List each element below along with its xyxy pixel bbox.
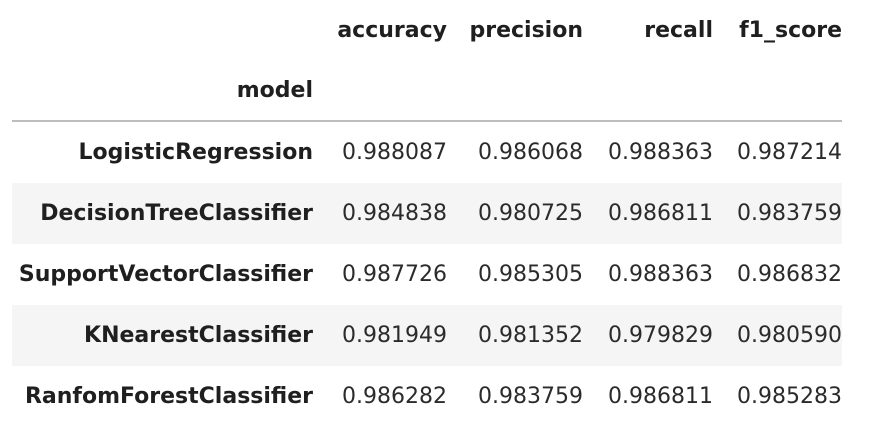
table-row: SupportVectorClassifier 0.987726 0.98530… [12, 244, 842, 305]
empty-header-cell [447, 60, 583, 121]
cell-recall: 0.986811 [608, 384, 713, 409]
metrics-table: accuracy precision recall f1_score model… [12, 0, 842, 427]
cell-recall: 0.979829 [608, 323, 713, 348]
row-label: LogisticRegression [78, 140, 313, 165]
row-label: SupportVectorClassifier [18, 262, 313, 287]
index-name-label: model [236, 77, 313, 103]
column-header-precision: precision [469, 17, 583, 43]
empty-header-cell [313, 60, 447, 121]
table-body: LogisticRegression 0.988087 0.986068 0.9… [12, 121, 842, 427]
cell-f1-score: 0.987214 [737, 140, 842, 165]
cell-f1-score: 0.986832 [737, 262, 842, 287]
table-row: RanfomForestClassifier 0.986282 0.983759… [12, 366, 842, 427]
cell-accuracy: 0.988087 [342, 140, 447, 165]
column-header-recall: recall [644, 17, 713, 43]
cell-f1-score: 0.980590 [737, 323, 842, 348]
cell-accuracy: 0.987726 [342, 262, 447, 287]
cell-precision: 0.986068 [478, 140, 583, 165]
table-header: accuracy precision recall f1_score model [12, 0, 842, 121]
table-row: KNearestClassifier 0.981949 0.981352 0.9… [12, 305, 842, 366]
cell-precision: 0.983759 [478, 384, 583, 409]
cell-precision: 0.980725 [478, 201, 583, 226]
index-name-row: model [12, 60, 842, 121]
cell-precision: 0.985305 [478, 262, 583, 287]
empty-header-cell [713, 60, 842, 121]
row-label: RanfomForestClassifier [24, 384, 313, 409]
column-header-accuracy: accuracy [337, 17, 447, 43]
cell-recall: 0.988363 [608, 140, 713, 165]
table-row: LogisticRegression 0.988087 0.986068 0.9… [12, 121, 842, 183]
empty-header-cell [583, 60, 713, 121]
cell-precision: 0.981352 [478, 323, 583, 348]
cell-f1-score: 0.983759 [737, 201, 842, 226]
cell-recall: 0.986811 [608, 201, 713, 226]
cell-accuracy: 0.981949 [342, 323, 447, 348]
cell-accuracy: 0.986282 [342, 384, 447, 409]
cell-f1-score: 0.985283 [737, 384, 842, 409]
row-label: KNearestClassifier [84, 323, 313, 348]
corner-cell [12, 0, 313, 60]
column-header-row: accuracy precision recall f1_score [12, 0, 842, 60]
row-label: DecisionTreeClassifier [40, 201, 313, 226]
column-header-f1-score: f1_score [739, 17, 842, 43]
cell-recall: 0.988363 [608, 262, 713, 287]
cell-accuracy: 0.984838 [342, 201, 447, 226]
table-row: DecisionTreeClassifier 0.984838 0.980725… [12, 183, 842, 244]
